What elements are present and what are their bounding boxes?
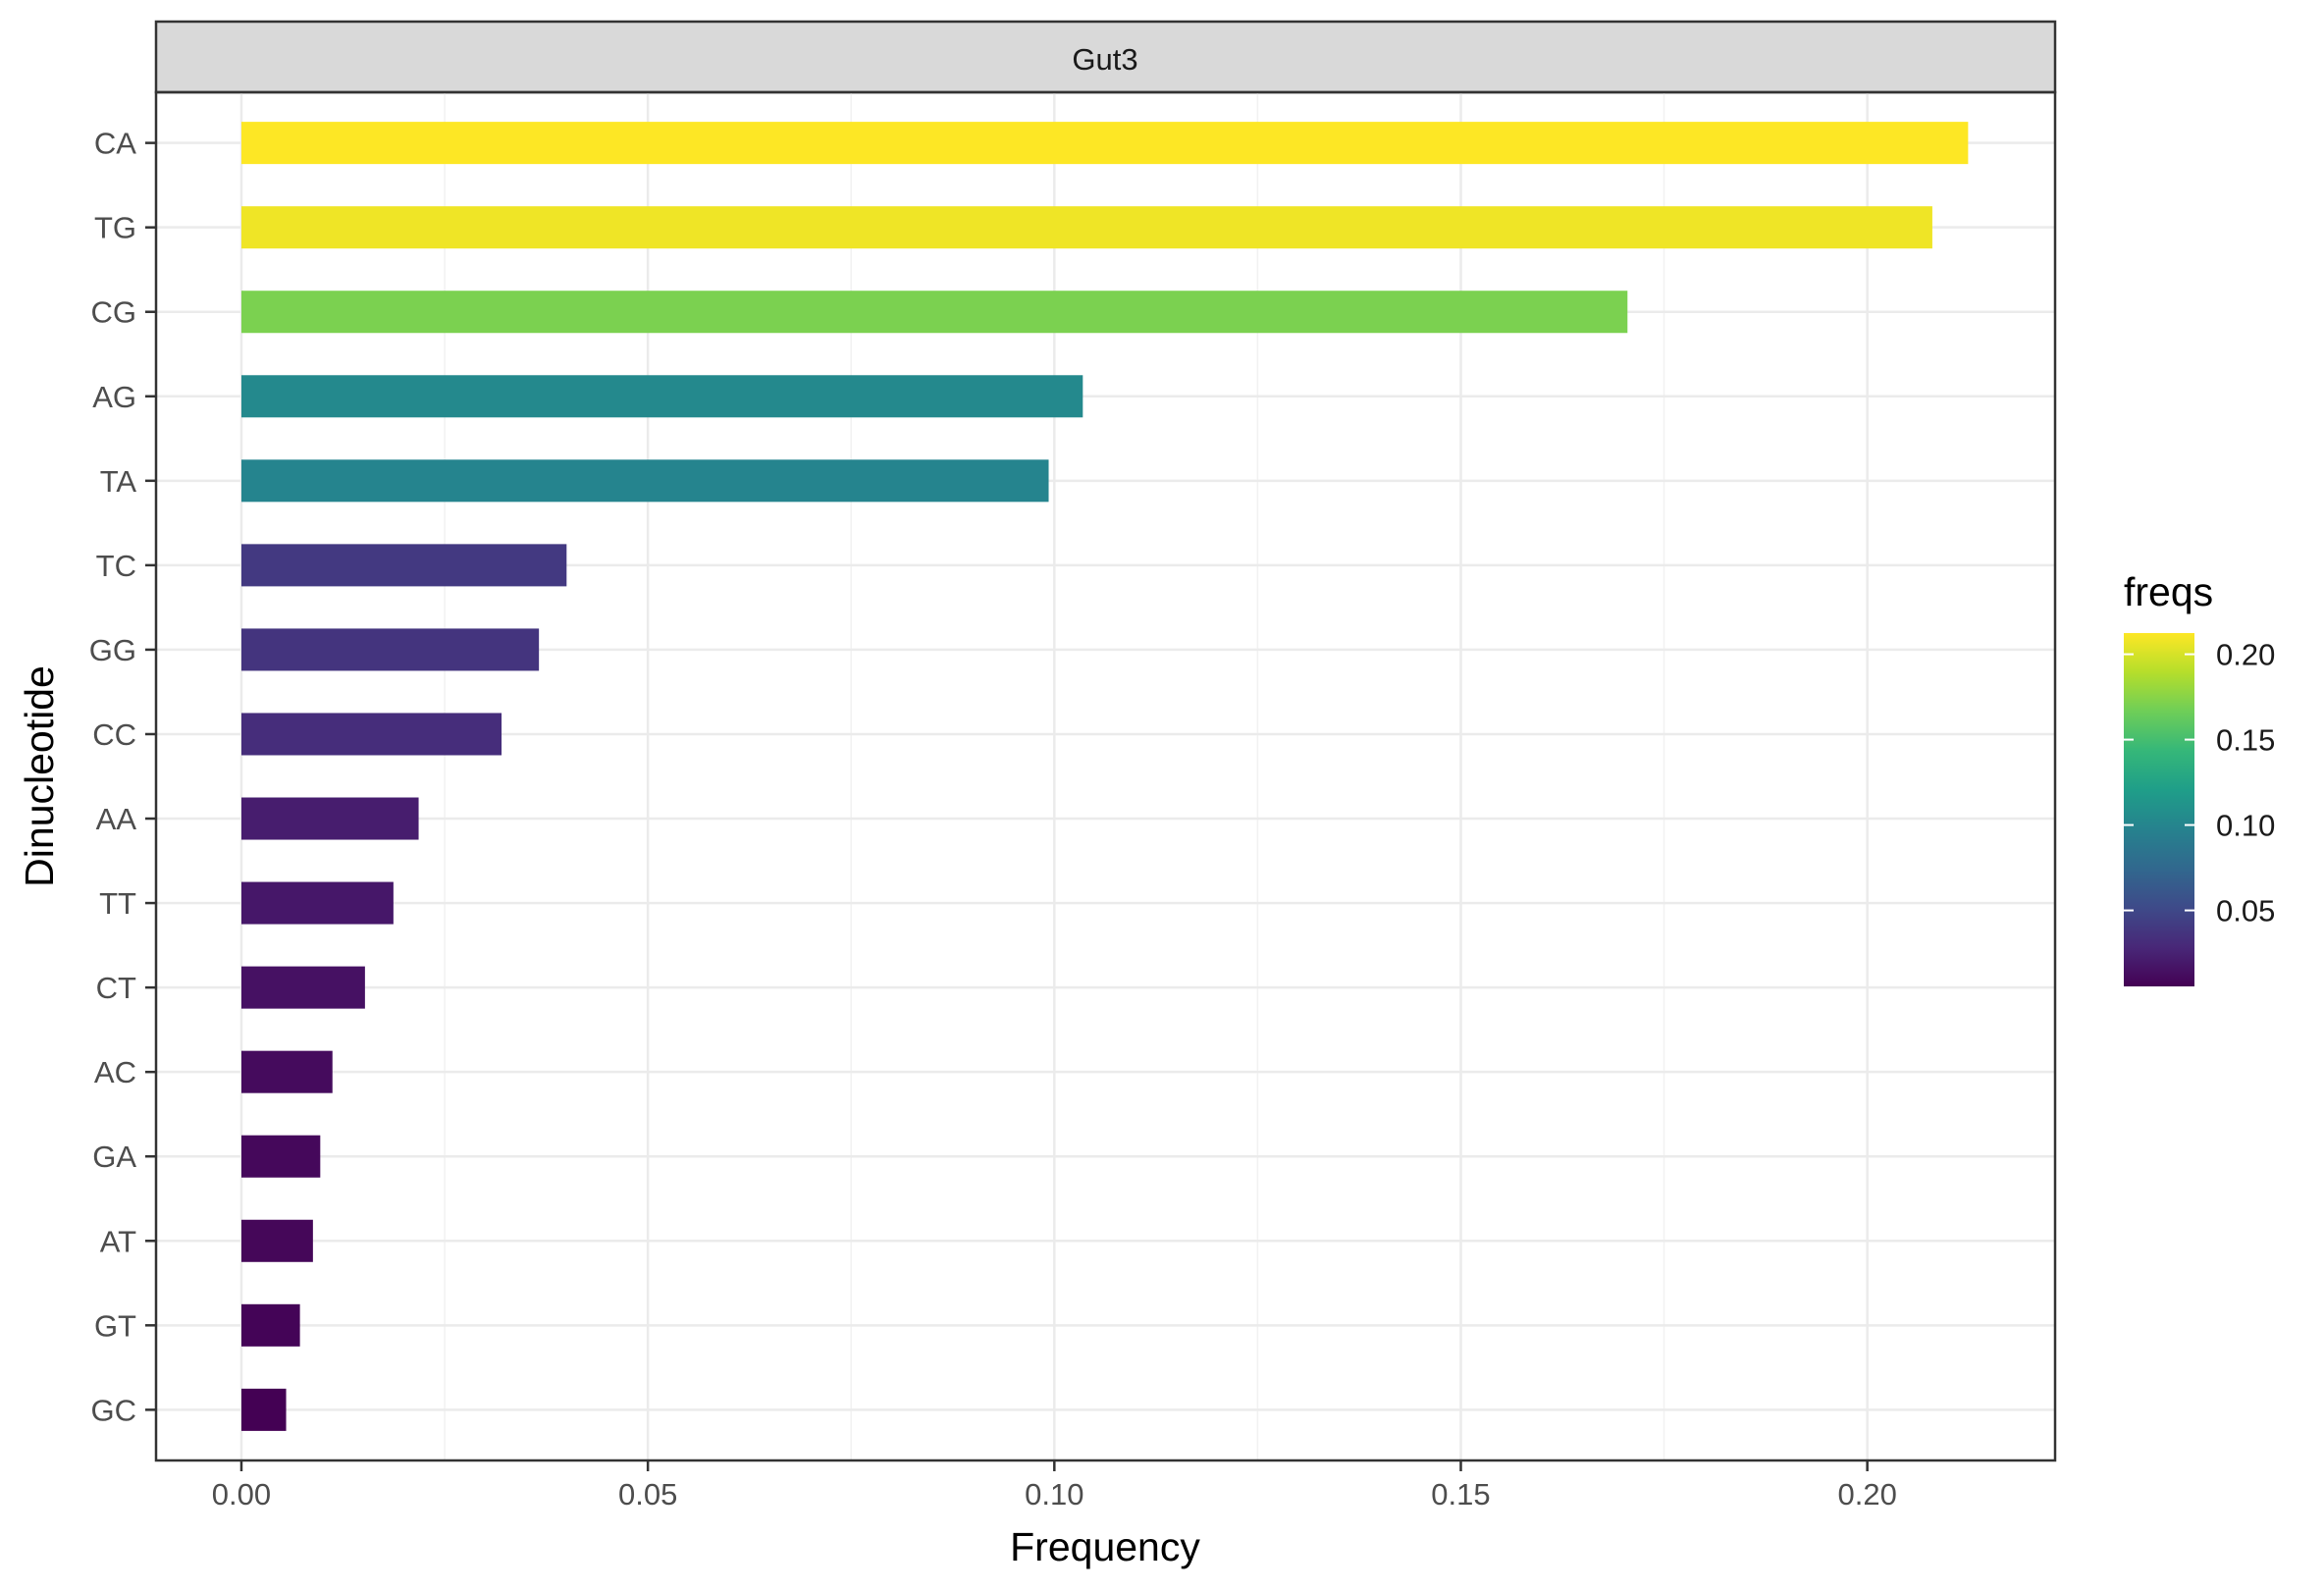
bar-tc	[240, 544, 567, 587]
bar-gt	[240, 1303, 300, 1347]
legend-tick-label: 0.15	[2216, 723, 2275, 758]
y-tick-label: GC	[91, 1393, 137, 1427]
facet-label: Gut3	[1072, 42, 1137, 77]
legend: freqs 0.05 0.10 0.15 0.20	[2124, 569, 2275, 986]
bar-gg	[240, 628, 540, 671]
bars	[240, 122, 1969, 1431]
bar-tt	[240, 881, 394, 925]
y-tick-label: AC	[94, 1055, 136, 1089]
y-axis-title: Dinucleotide	[17, 665, 62, 887]
bar-ga	[240, 1135, 321, 1178]
y-tick-label: GT	[94, 1308, 136, 1343]
panel-border	[154, 90, 2057, 1462]
x-axis-title: Frequency	[1010, 1524, 1200, 1569]
y-tick-label: AA	[96, 802, 137, 836]
y-tick-label: CC	[92, 717, 136, 752]
legend-tick-label: 0.20	[2216, 638, 2275, 672]
x-tick-label: 0.05	[618, 1477, 677, 1511]
y-tick-label: GA	[92, 1140, 136, 1174]
x-tick-label: 0.10	[1025, 1477, 1083, 1511]
y-tick-label: TT	[99, 886, 136, 921]
bar-cc	[240, 713, 502, 756]
bar-gc	[240, 1388, 287, 1431]
y-axis-ticks: CA TG CG AG TA TC GG CC AA TT CT AC GA AT GT GC	[89, 127, 156, 1427]
bar-ta	[240, 459, 1049, 503]
legend-ticks: 0.05 0.10 0.15 0.20	[2124, 638, 2275, 928]
facet-strip	[154, 20, 2057, 94]
y-tick-label: TC	[96, 549, 136, 583]
y-tick-label: TG	[94, 211, 136, 245]
bar-ac	[240, 1050, 333, 1093]
y-tick-label: AT	[100, 1224, 136, 1258]
y-tick-label: GG	[89, 633, 136, 667]
bar-ct	[240, 966, 365, 1009]
legend-tick-label: 0.05	[2216, 894, 2275, 928]
bar-at	[240, 1219, 313, 1262]
legend-colorbar	[2124, 633, 2194, 986]
x-tick-label: 0.15	[1431, 1477, 1490, 1511]
x-tick-label: 0.00	[212, 1477, 271, 1511]
bar-tg	[240, 206, 1932, 249]
y-tick-label: CG	[91, 295, 137, 330]
bar-ag	[240, 375, 1083, 418]
bar-ca	[240, 122, 1969, 165]
bar-aa	[240, 797, 419, 840]
legend-title: freqs	[2124, 569, 2213, 614]
y-tick-label: CT	[96, 971, 136, 1005]
bar-cg	[240, 291, 1628, 334]
legend-tick-label: 0.10	[2216, 809, 2275, 843]
x-axis-ticks: 0.00 0.05 0.10 0.15 0.20	[212, 1460, 1897, 1511]
y-tick-label: AG	[92, 380, 136, 414]
y-tick-label: CA	[94, 127, 136, 161]
y-tick-label: TA	[100, 464, 137, 499]
x-tick-label: 0.20	[1837, 1477, 1896, 1511]
